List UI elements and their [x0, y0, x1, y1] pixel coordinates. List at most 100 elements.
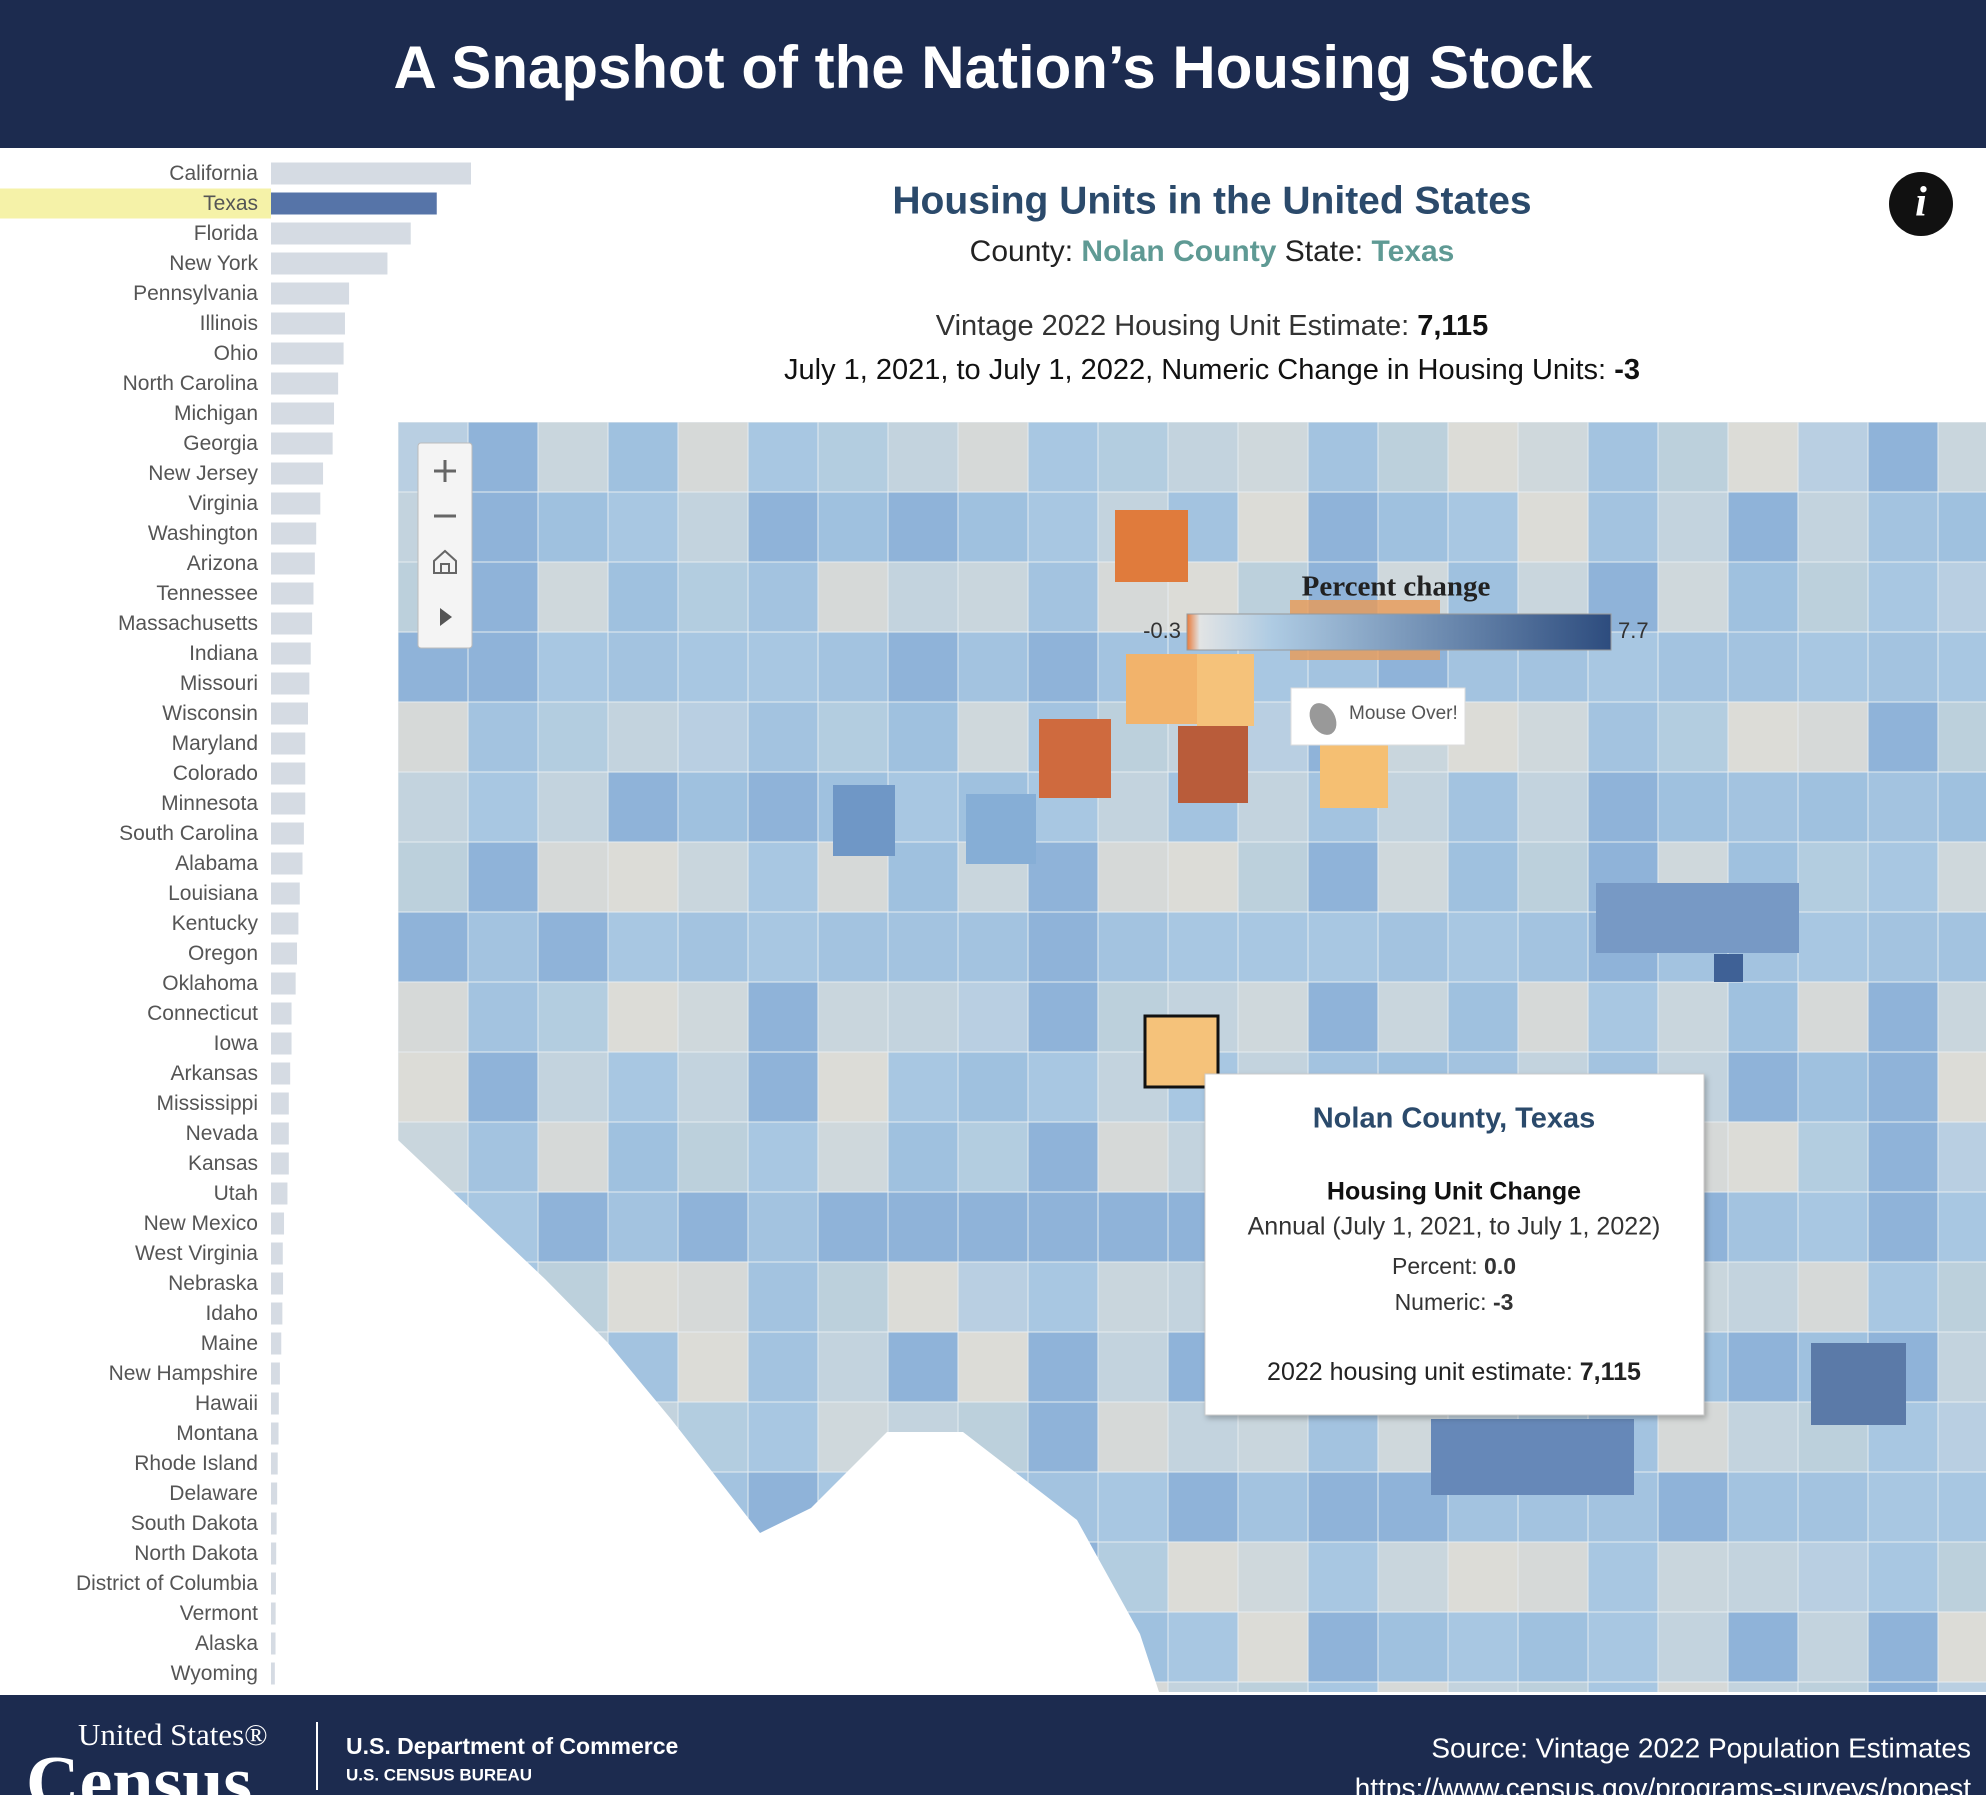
county[interactable]	[1867, 491, 1939, 563]
county[interactable]	[1727, 1331, 1799, 1403]
county[interactable]	[1027, 422, 1099, 493]
home[interactable]	[433, 549, 457, 574]
bar[interactable]	[271, 912, 299, 935]
county[interactable]	[1797, 422, 1869, 493]
county[interactable]	[1167, 911, 1239, 983]
state-label[interactable]: Utah	[214, 1182, 258, 1205]
bar[interactable]	[271, 972, 296, 995]
county[interactable]	[1657, 422, 1729, 493]
county[interactable]	[957, 911, 1029, 983]
bar[interactable]	[271, 852, 303, 875]
county[interactable]	[1797, 1471, 1869, 1543]
county[interactable]	[747, 422, 819, 493]
state-label[interactable]: Wyoming	[171, 1662, 258, 1685]
county[interactable]	[1937, 701, 1986, 773]
county[interactable]	[467, 841, 539, 913]
county[interactable]	[537, 491, 609, 563]
county[interactable]	[467, 1121, 539, 1193]
bar[interactable]	[271, 582, 314, 605]
county[interactable]	[1097, 1261, 1169, 1333]
county[interactable]	[1867, 1261, 1939, 1333]
county[interactable]	[1517, 701, 1589, 773]
state-label[interactable]: Delaware	[169, 1482, 258, 1505]
county[interactable]	[1727, 1611, 1799, 1683]
county[interactable]	[1797, 1191, 1869, 1263]
county[interactable]	[887, 701, 959, 773]
bar[interactable]	[271, 1062, 291, 1085]
county[interactable]	[467, 911, 539, 983]
county[interactable]	[537, 422, 609, 493]
county[interactable]	[1027, 1401, 1099, 1473]
bar[interactable]	[271, 162, 471, 185]
bar[interactable]	[271, 282, 350, 305]
county[interactable]	[677, 771, 749, 843]
bar[interactable]	[271, 1362, 280, 1385]
county[interactable]	[1307, 1541, 1379, 1613]
county[interactable]	[1517, 422, 1589, 493]
county[interactable]	[1937, 1051, 1986, 1123]
county[interactable]	[1027, 981, 1099, 1053]
county[interactable]	[398, 841, 469, 913]
state-label[interactable]: Massachusetts	[118, 612, 258, 635]
county[interactable]	[1126, 654, 1197, 724]
state-label[interactable]: Rhode Island	[134, 1452, 258, 1475]
county[interactable]	[677, 491, 749, 563]
county[interactable]	[1797, 1051, 1869, 1123]
county[interactable]	[1097, 1191, 1169, 1263]
county[interactable]	[1097, 1471, 1169, 1543]
county[interactable]	[1797, 1681, 1869, 1752]
county[interactable]	[1587, 491, 1659, 563]
county[interactable]	[957, 631, 1029, 703]
county[interactable]	[1167, 841, 1239, 913]
county[interactable]	[1937, 1401, 1986, 1473]
county[interactable]	[467, 1051, 539, 1123]
county[interactable]	[817, 911, 889, 983]
state-label[interactable]: North Dakota	[134, 1542, 258, 1565]
county[interactable]	[1197, 654, 1254, 726]
state-label[interactable]: Georgia	[183, 432, 258, 455]
county[interactable]	[1797, 491, 1869, 563]
county[interactable]	[1167, 422, 1239, 493]
county[interactable]	[677, 841, 749, 913]
county[interactable]	[1937, 1611, 1986, 1683]
county[interactable]	[607, 1261, 679, 1333]
county[interactable]	[1937, 1121, 1986, 1193]
state-label[interactable]: Iowa	[214, 1032, 259, 1055]
county[interactable]	[607, 911, 679, 983]
county[interactable]	[1937, 981, 1986, 1053]
county[interactable]	[607, 491, 679, 563]
state-label[interactable]: Nebraska	[168, 1272, 258, 1295]
county[interactable]	[1727, 1401, 1799, 1473]
county[interactable]	[817, 422, 889, 493]
state-label[interactable]: Oregon	[188, 942, 258, 965]
county[interactable]	[1377, 911, 1449, 983]
county[interactable]	[1447, 422, 1519, 493]
county[interactable]	[1377, 1611, 1449, 1683]
county[interactable]	[1027, 1191, 1099, 1263]
county[interactable]	[1937, 631, 1986, 703]
county[interactable]	[817, 1191, 889, 1263]
county[interactable]	[747, 1261, 819, 1333]
county[interactable]	[1727, 1191, 1799, 1263]
county[interactable]	[1867, 631, 1939, 703]
state-label[interactable]: California	[169, 162, 258, 185]
state-label[interactable]: Illinois	[200, 312, 258, 335]
county[interactable]	[1517, 911, 1589, 983]
county[interactable]	[1237, 1541, 1309, 1613]
county[interactable]	[1167, 1541, 1239, 1613]
county[interactable]	[467, 631, 539, 703]
county[interactable]	[677, 1051, 749, 1123]
county[interactable]	[747, 841, 819, 913]
county[interactable]	[1237, 841, 1309, 913]
county[interactable]	[1027, 841, 1099, 913]
county[interactable]	[1714, 954, 1743, 982]
county[interactable]	[1167, 1471, 1239, 1543]
county[interactable]	[398, 701, 469, 773]
bar[interactable]	[271, 882, 300, 905]
county[interactable]	[1867, 1471, 1939, 1543]
county[interactable]	[887, 631, 959, 703]
county[interactable]	[1097, 1401, 1169, 1473]
county[interactable]	[537, 1121, 609, 1193]
county[interactable]	[1657, 561, 1729, 633]
bar[interactable]	[271, 1002, 292, 1025]
